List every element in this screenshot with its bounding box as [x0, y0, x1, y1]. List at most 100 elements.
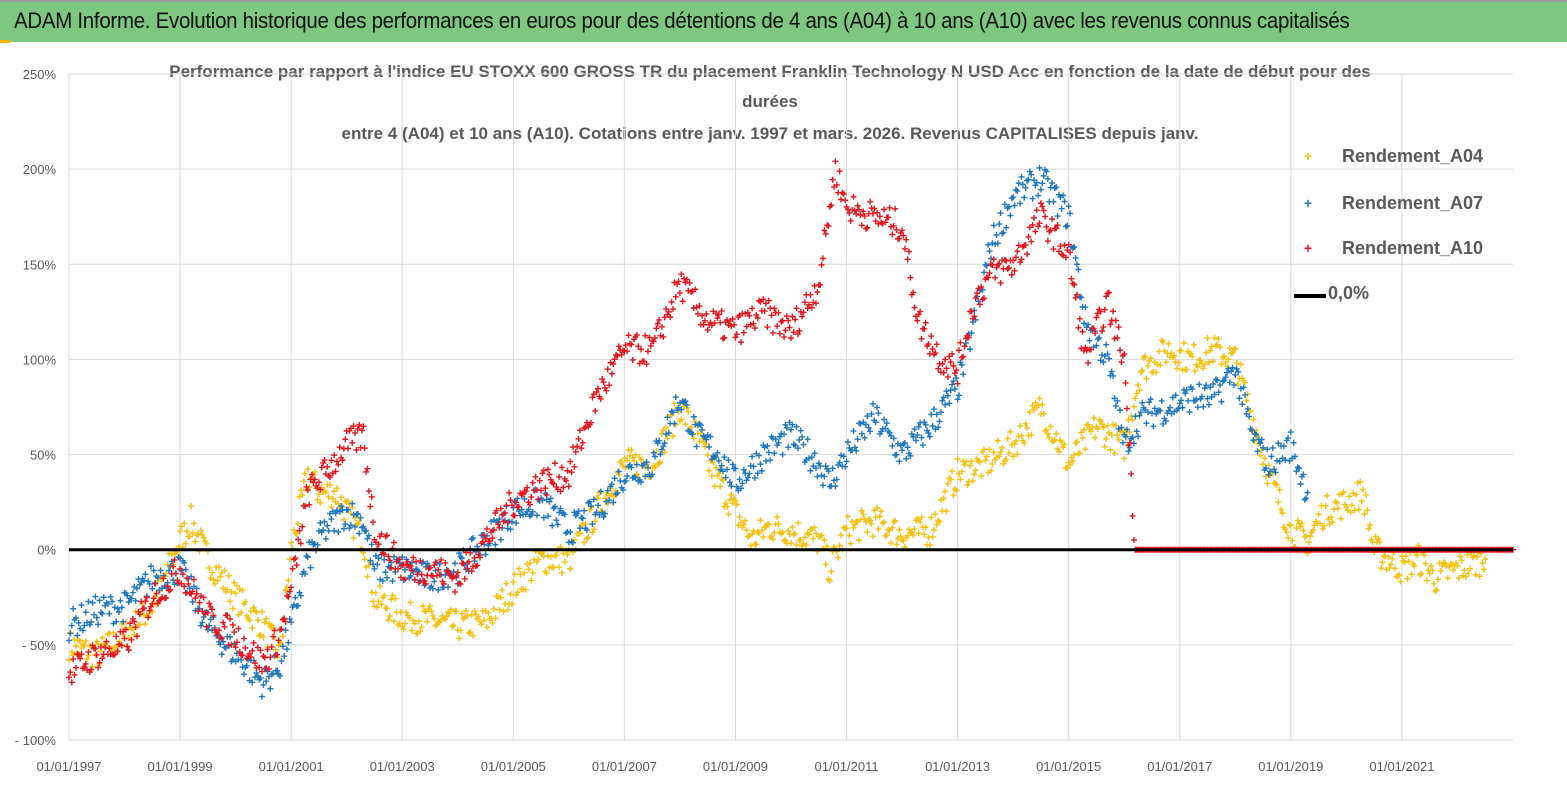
- point-rendement-a07: [245, 656, 252, 663]
- point-rendement-a04: [1255, 440, 1262, 447]
- point-rendement-a07: [649, 471, 656, 478]
- point-rendement-a07: [779, 451, 786, 458]
- point-rendement-a04: [631, 457, 638, 464]
- point-rendement-a04: [581, 539, 588, 546]
- point-rendement-a07: [1171, 408, 1178, 415]
- point-rendement-a04: [1022, 420, 1029, 427]
- point-rendement-a04: [1428, 563, 1435, 570]
- point-rendement-a04: [1350, 490, 1357, 497]
- point-rendement-a04: [829, 548, 836, 555]
- point-rendement-a10: [321, 457, 328, 464]
- point-rendement-a10: [576, 427, 583, 434]
- point-rendement-a07: [722, 474, 729, 481]
- point-rendement-a10: [806, 301, 813, 308]
- point-rendement-a04: [367, 559, 374, 566]
- point-rendement-a04: [1104, 422, 1111, 429]
- point-rendement-a04: [543, 570, 550, 577]
- point-rendement-a10: [1357, 546, 1364, 553]
- point-rendement-a07: [936, 418, 943, 425]
- point-rendement-a07: [1007, 212, 1014, 219]
- point-rendement-a04: [506, 601, 513, 608]
- point-rendement-a04: [933, 521, 940, 528]
- point-rendement-a04: [903, 534, 910, 541]
- point-rendement-a10: [1254, 546, 1261, 553]
- point-rendement-a10: [1285, 546, 1292, 553]
- point-rendement-a04: [167, 563, 174, 570]
- point-rendement-a10: [1029, 221, 1036, 228]
- point-rendement-a07: [739, 480, 746, 487]
- point-rendement-a07: [900, 441, 907, 448]
- point-rendement-a10: [1230, 546, 1237, 553]
- point-rendement-a07: [315, 527, 322, 534]
- point-rendement-a10: [832, 158, 839, 165]
- point-rendement-a04: [694, 430, 701, 437]
- point-rendement-a10: [1049, 216, 1056, 223]
- point-rendement-a10: [1386, 546, 1393, 553]
- point-rendement-a10: [79, 665, 86, 672]
- point-rendement-a10: [1342, 546, 1348, 553]
- point-rendement-a07: [1167, 404, 1174, 411]
- point-rendement-a10: [986, 270, 993, 277]
- point-rendement-a10: [300, 502, 307, 509]
- point-rendement-a10: [1071, 281, 1078, 288]
- point-rendement-a07: [1217, 382, 1224, 389]
- point-rendement-a10: [189, 588, 196, 595]
- point-rendement-a10: [1364, 546, 1371, 553]
- point-rendement-a04: [482, 607, 489, 614]
- point-rendement-a07: [633, 461, 640, 468]
- point-rendement-a04: [346, 500, 353, 507]
- point-rendement-a07: [218, 651, 225, 658]
- point-rendement-a10: [111, 651, 118, 658]
- point-rendement-a10: [1350, 546, 1357, 553]
- point-rendement-a04: [1217, 344, 1224, 351]
- point-rendement-a07: [1222, 374, 1229, 381]
- point-rendement-a10: [383, 532, 390, 539]
- point-rendement-a07: [1014, 188, 1021, 195]
- point-rendement-a07: [268, 671, 275, 678]
- point-rendement-a07: [1260, 444, 1267, 451]
- point-rendement-a04: [1167, 354, 1174, 361]
- point-rendement-a04: [1366, 521, 1373, 528]
- point-rendement-a04: [979, 448, 986, 455]
- point-rendement-a10: [518, 491, 525, 498]
- point-rendement-a04: [104, 631, 111, 638]
- point-rendement-a10: [265, 665, 272, 672]
- point-rendement-a07: [572, 512, 579, 519]
- point-rendement-a04: [1250, 416, 1257, 423]
- point-rendement-a04: [779, 529, 786, 536]
- point-rendement-a07: [113, 618, 120, 625]
- y-tick-label: 150%: [23, 257, 57, 272]
- point-rendement-a07: [862, 421, 869, 428]
- point-rendement-a10: [145, 614, 152, 621]
- point-rendement-a04: [1215, 335, 1222, 342]
- point-rendement-a10: [546, 471, 553, 478]
- point-rendement-a07: [714, 449, 721, 456]
- point-rendement-a07: [500, 511, 507, 518]
- point-rendement-a10: [901, 245, 908, 252]
- point-rendement-a07: [256, 676, 263, 683]
- point-rendement-a04: [292, 530, 299, 537]
- point-rendement-a07: [225, 643, 232, 650]
- point-rendement-a10: [1157, 546, 1164, 553]
- point-rendement-a10: [704, 326, 711, 333]
- point-rendement-a07: [976, 286, 983, 293]
- point-rendement-a10: [1237, 546, 1244, 553]
- point-rendement-a10: [1025, 233, 1032, 240]
- point-rendement-a04: [879, 520, 886, 527]
- point-rendement-a04: [1197, 357, 1204, 364]
- point-rendement-a04: [954, 455, 961, 462]
- point-rendement-a07: [467, 545, 474, 552]
- point-rendement-a04: [427, 603, 433, 610]
- point-rendement-a04: [404, 612, 411, 619]
- point-rendement-a10: [110, 651, 117, 658]
- point-rendement-a10: [1079, 328, 1086, 335]
- point-rendement-a10: [1487, 546, 1494, 553]
- point-rendement-a10: [1455, 546, 1462, 553]
- point-rendement-a10: [1108, 317, 1115, 324]
- point-rendement-a07: [740, 466, 747, 473]
- point-rendement-a04: [942, 488, 949, 495]
- point-rendement-a10: [306, 501, 313, 508]
- point-rendement-a04: [1389, 555, 1396, 562]
- point-rendement-a04: [743, 527, 750, 534]
- point-rendement-a10: [89, 642, 96, 649]
